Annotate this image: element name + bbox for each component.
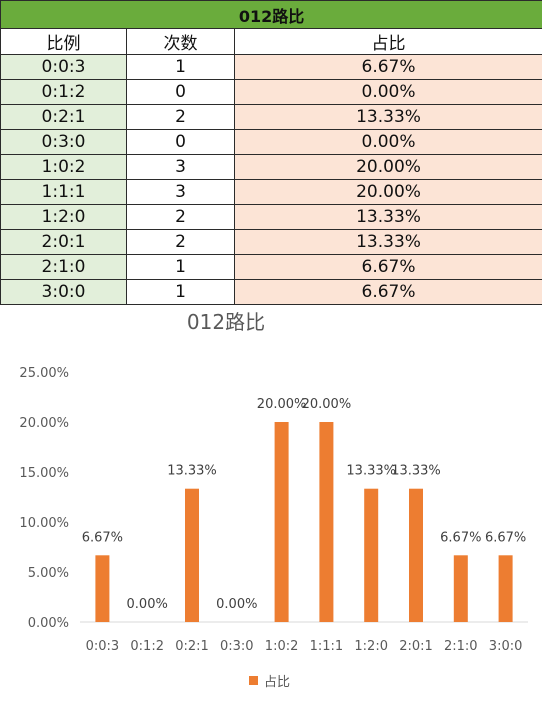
ratio-cell: 3:0:0 — [0, 279, 127, 305]
data-label: 13.33% — [346, 464, 396, 479]
legend-label: 占比 — [264, 675, 290, 690]
ratio-cell: 0:2:1 — [0, 104, 127, 130]
count-cell: 0 — [126, 79, 235, 105]
y-tick-label: 10.00% — [19, 516, 69, 531]
share-cell: 0.00% — [233, 79, 542, 105]
table-row: 3:0:0 1 6.67% — [0, 279, 542, 305]
data-label: 6.67% — [82, 530, 123, 545]
bar — [319, 422, 334, 622]
ratio-cell: 0:1:2 — [0, 79, 127, 105]
count-cell: 3 — [126, 154, 235, 180]
ratio-cell: 0:0:3 — [0, 54, 127, 80]
share-cell: 20.00% — [233, 179, 542, 205]
table-row: 1:0:2 3 20.00% — [0, 154, 542, 180]
bar — [185, 488, 199, 622]
chart-title: 012路比 — [187, 310, 265, 334]
x-tick-label: 2:1:0 — [444, 639, 478, 654]
x-tick-label: 0:1:2 — [130, 639, 164, 654]
share-cell: 20.00% — [233, 154, 542, 180]
y-tick-label: 25.00% — [19, 366, 69, 381]
legend-swatch — [249, 676, 258, 685]
ratio-cell: 1:1:1 — [0, 179, 127, 205]
ratio-cell: 2:0:1 — [0, 229, 127, 255]
x-tick-label: 0:2:1 — [175, 639, 209, 654]
y-tick-label: 0.00% — [28, 616, 69, 631]
table-row: 0:0:3 1 6.67% — [0, 54, 542, 80]
share-cell: 6.67% — [233, 254, 542, 280]
bar — [274, 422, 289, 622]
ratio-cell: 1:0:2 — [0, 154, 127, 180]
ratio-cell: 1:2:0 — [0, 204, 127, 230]
table-row: 0:3:0 0 0.00% — [0, 129, 542, 155]
data-label: 0.00% — [216, 597, 257, 612]
ratio-cell: 2:1:0 — [0, 254, 127, 280]
legend: 占比 — [249, 675, 290, 690]
x-tick-label: 0:0:3 — [86, 639, 120, 654]
bar — [364, 488, 379, 622]
y-tick-label: 5.00% — [28, 566, 69, 581]
header-count: 次数 — [126, 28, 235, 55]
share-cell: 13.33% — [233, 104, 542, 130]
table-row: 2:0:1 2 13.33% — [0, 229, 542, 255]
table-row: 0:1:2 0 0.00% — [0, 79, 542, 105]
bar — [95, 555, 110, 622]
bar-series: 6.67%0.00%13.33%0.00%20.00%20.00%13.33%1… — [82, 397, 526, 622]
bar — [453, 555, 468, 622]
data-label: 0.00% — [127, 597, 168, 612]
x-tick-label: 1:1:1 — [310, 639, 344, 654]
share-cell: 13.33% — [233, 204, 542, 230]
count-cell: 1 — [126, 54, 235, 80]
data-label: 20.00% — [257, 397, 307, 412]
x-axis: 0:0:3 0:1:2 0:2:1 0:3:0 1:0:2 1:1:1 1:2:0 2:0:1… — [86, 639, 523, 654]
x-tick-label: 2:0:1 — [399, 639, 433, 654]
header-share: 占比 — [233, 28, 542, 55]
x-tick-label: 3:0:0 — [489, 639, 523, 654]
bar — [409, 488, 423, 622]
table-row: 1:2:0 2 13.33% — [0, 204, 542, 230]
data-table: 012路比 比例 次数 占比 0:0:3 1 6.67% 0:1:2 0 0.00% 0:2… — [0, 0, 542, 305]
data-label: 13.33% — [391, 464, 441, 479]
data-label: 6.67% — [485, 530, 526, 545]
count-cell: 1 — [126, 279, 235, 305]
data-label: 20.00% — [302, 397, 352, 412]
table-row: 0:2:1 2 13.33% — [0, 104, 542, 130]
table-title: 012路比 — [0, 0, 542, 29]
header-ratio: 比例 — [0, 28, 127, 55]
bar-chart: 012路比 0.00% 5.00% 10.00% 15.00% 20.00% 25.00%… — [19, 310, 528, 690]
count-cell: 1 — [126, 254, 235, 280]
bar — [498, 555, 513, 622]
table-row: 1:1:1 3 20.00% — [0, 179, 542, 205]
x-tick-label: 0:3:0 — [220, 639, 254, 654]
ratio-cell: 0:3:0 — [0, 129, 127, 155]
x-tick-label: 1:2:0 — [354, 639, 388, 654]
share-cell: 0.00% — [233, 129, 542, 155]
data-label: 13.33% — [167, 464, 217, 479]
count-cell: 0 — [126, 129, 235, 155]
count-cell: 3 — [126, 179, 235, 205]
count-cell: 2 — [126, 204, 235, 230]
share-cell: 13.33% — [233, 229, 542, 255]
share-cell: 6.67% — [233, 279, 542, 305]
data-label: 6.67% — [440, 530, 481, 545]
y-tick-label: 20.00% — [19, 416, 69, 431]
table-row: 2:1:0 1 6.67% — [0, 254, 542, 280]
count-cell: 2 — [126, 229, 235, 255]
y-axis: 0.00% 5.00% 10.00% 15.00% 20.00% 25.00% — [19, 366, 69, 631]
count-cell: 2 — [126, 104, 235, 130]
y-tick-label: 15.00% — [19, 466, 69, 481]
x-tick-label: 1:0:2 — [265, 639, 299, 654]
share-cell: 6.67% — [233, 54, 542, 80]
